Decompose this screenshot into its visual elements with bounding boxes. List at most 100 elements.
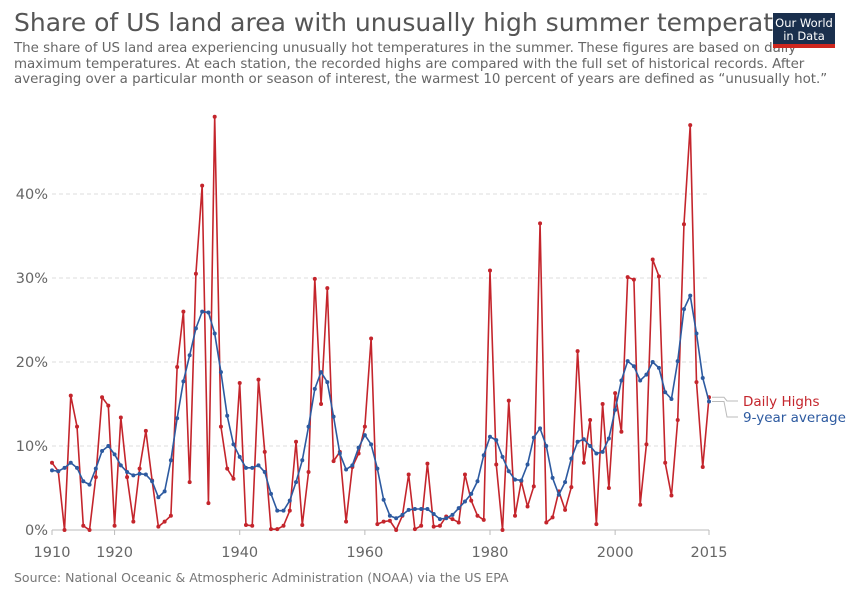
daily-highs-point: [275, 527, 280, 532]
nine-year-average-point: [243, 465, 248, 470]
x-tick-label: 1920: [96, 545, 133, 561]
daily-highs-point: [231, 476, 236, 481]
daily-highs-point: [206, 501, 211, 506]
daily-highs-point: [437, 523, 442, 528]
daily-highs-point: [387, 518, 392, 523]
nine-year-average-point: [406, 507, 411, 512]
nine-year-average-point: [638, 378, 643, 383]
daily-highs-point: [218, 424, 223, 429]
daily-highs-point: [344, 519, 349, 524]
y-tick-label: 30%: [16, 271, 48, 287]
legend-label-nine-year-average: 9-year average: [743, 410, 846, 426]
daily-highs-point: [569, 485, 574, 490]
nine-year-average-point: [581, 437, 586, 442]
daily-highs-point: [300, 522, 305, 527]
daily-highs-point: [644, 442, 649, 447]
daily-highs-point: [200, 183, 205, 188]
y-tick-label: 20%: [16, 355, 48, 371]
daily-highs-point: [500, 528, 505, 532]
daily-highs-point: [362, 424, 367, 429]
x-tick-label: 1980: [472, 545, 509, 561]
nine-year-average-point: [87, 482, 92, 487]
nine-year-average-point: [168, 458, 173, 463]
nine-year-average-point: [306, 424, 311, 429]
daily-highs-point: [112, 523, 117, 528]
daily-highs-point: [106, 403, 111, 408]
daily-highs-line: [51, 115, 710, 531]
legend-label-daily-highs: Daily Highs: [743, 394, 820, 410]
nine-year-average-point: [81, 479, 86, 484]
nine-year-average-point: [625, 359, 630, 364]
nine-year-average-point: [206, 310, 211, 315]
daily-highs-point: [538, 221, 543, 226]
daily-highs-point: [419, 523, 424, 528]
daily-highs-point: [606, 486, 611, 490]
daily-highs-point: [412, 527, 417, 532]
nine-year-average-point: [681, 307, 686, 312]
nine-year-average-point: [506, 469, 511, 474]
x-axis-ticks: 1910 1920 1940 1960 1980 2000 2015: [34, 530, 727, 561]
daily-highs-point: [281, 523, 286, 528]
daily-highs-point: [613, 391, 618, 396]
daily-highs-point: [469, 498, 474, 503]
nine-year-average-point: [437, 517, 442, 522]
daily-highs-point: [563, 507, 568, 512]
daily-highs-point: [331, 459, 336, 464]
nine-year-average-point: [544, 444, 549, 448]
daily-highs-point: [250, 523, 255, 528]
nine-year-average-point: [663, 390, 668, 395]
daily-highs-point: [650, 257, 655, 262]
daily-highs-point: [175, 365, 180, 370]
owid-logo[interactable]: Our World in Data: [773, 13, 835, 48]
daily-highs-point: [625, 275, 630, 280]
nine-year-average-point: [269, 491, 273, 496]
nine-year-average-point: [381, 497, 386, 502]
nine-year-average-point: [125, 470, 130, 475]
nine-year-average-point: [425, 507, 430, 511]
legend-connector: [712, 400, 738, 418]
daily-highs-point: [162, 519, 167, 524]
daily-highs-point: [87, 528, 92, 532]
nine-year-average-point: [550, 475, 555, 480]
daily-highs-point: [513, 513, 518, 518]
chart-series: [50, 114, 711, 532]
x-tick-label: 1910: [34, 545, 71, 561]
nine-year-average-point: [481, 453, 486, 458]
daily-highs-point: [156, 524, 161, 529]
daily-highs-point: [181, 309, 186, 314]
daily-highs-point: [93, 475, 98, 480]
nine-year-average-point: [450, 512, 455, 517]
nine-year-average-point: [300, 458, 305, 463]
daily-highs-point: [669, 493, 674, 498]
daily-highs-point: [212, 114, 217, 119]
daily-highs-point: [375, 522, 380, 527]
daily-highs-point: [675, 417, 680, 422]
daily-highs-point: [494, 462, 499, 467]
nine-year-average-point: [462, 499, 467, 504]
nine-year-average-point: [525, 462, 530, 467]
nine-year-average-point: [500, 454, 505, 459]
nine-year-average-point: [250, 465, 255, 470]
nine-year-average-point: [93, 466, 98, 471]
nine-year-average-point: [112, 452, 117, 457]
nine-year-average-point: [56, 469, 61, 474]
nine-year-average-point: [137, 471, 142, 476]
nine-year-average-point: [531, 435, 536, 440]
daily-highs-point: [506, 398, 511, 403]
daily-highs-point: [594, 522, 599, 527]
nine-year-average-point: [369, 442, 374, 447]
nine-year-average-point: [631, 364, 636, 369]
nine-year-average-point: [337, 451, 342, 456]
nine-year-average-point: [656, 365, 661, 370]
nine-year-average-point: [156, 495, 161, 500]
nine-year-average-point: [118, 463, 123, 468]
daily-highs-point: [68, 393, 73, 398]
daily-highs-point: [575, 349, 580, 354]
daily-highs-point: [406, 472, 411, 477]
nine-year-average-point: [444, 516, 449, 521]
daily-highs-point: [225, 466, 230, 471]
daily-highs-point: [193, 271, 198, 276]
daily-highs-point: [168, 513, 173, 518]
nine-year-average-point: [350, 463, 355, 468]
